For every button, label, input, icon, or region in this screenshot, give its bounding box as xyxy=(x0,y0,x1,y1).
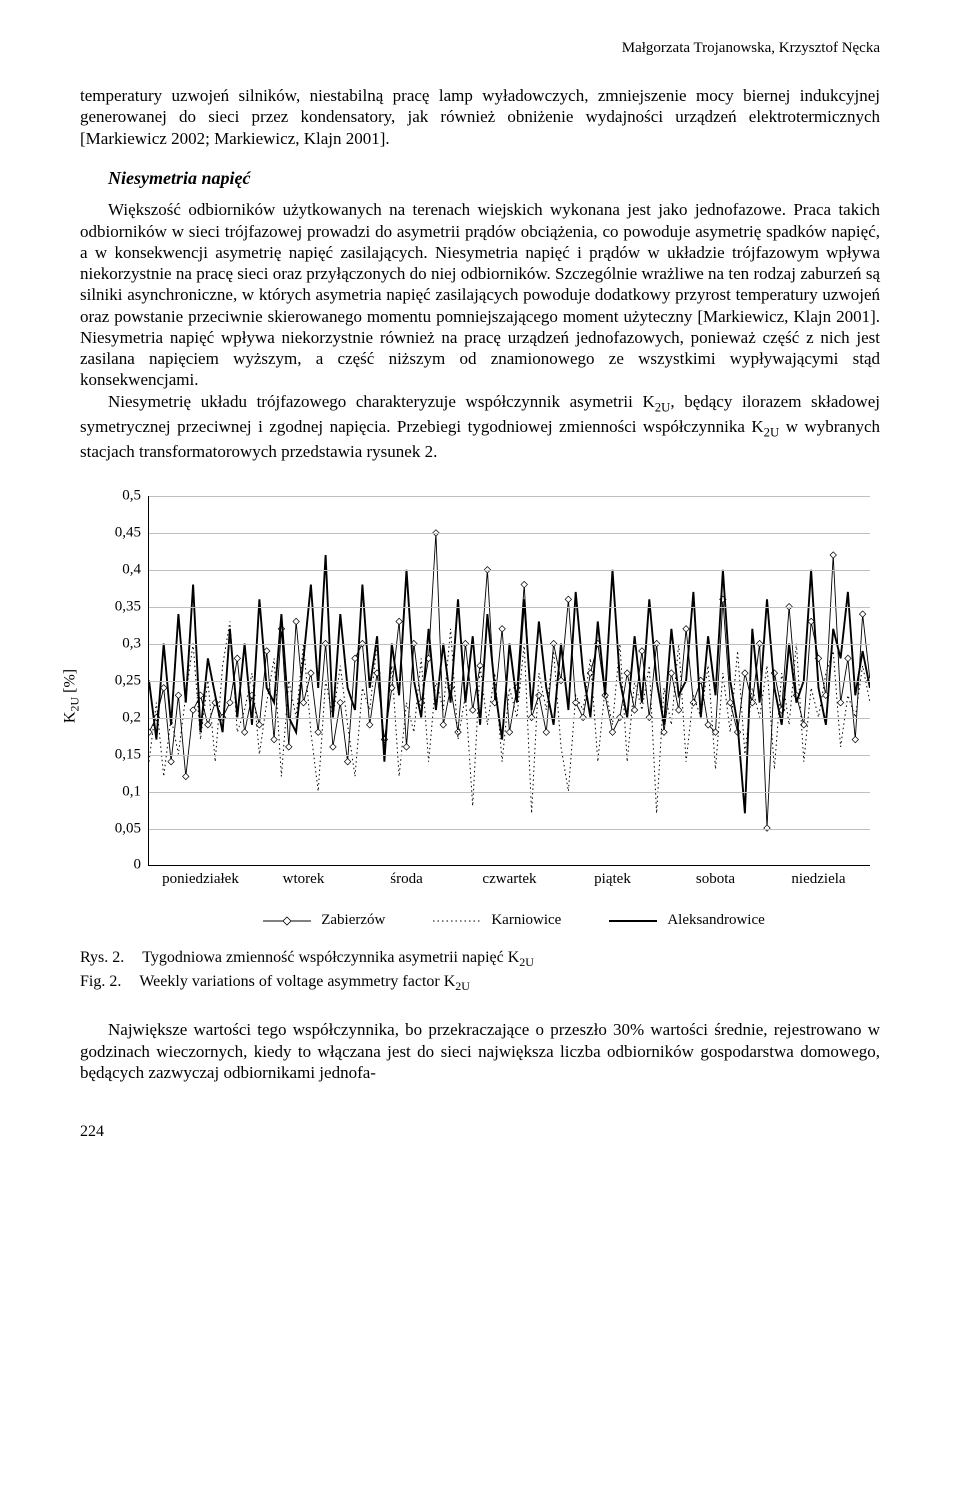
legend-sample-thin-marker xyxy=(263,914,311,928)
para-2b-pre: Niesymetrię układu trójfazowego charakte… xyxy=(108,392,655,411)
ytick-label: 0,4 xyxy=(122,562,149,579)
header-authors: Małgorzata Trojanowska, Krzysztof Nęcka xyxy=(80,40,880,57)
legend-item-karniowice: Karniowice xyxy=(433,912,561,929)
ytick-label: 0,3 xyxy=(122,636,149,653)
ytick-label: 0,2 xyxy=(122,709,149,726)
ytick-label: 0,05 xyxy=(115,820,149,837)
legend-sample-thick xyxy=(609,914,657,928)
caption-fig-text: Weekly variations of voltage asymmetry f… xyxy=(139,971,470,995)
xtick-label: niedziela xyxy=(791,865,845,888)
para-3: Największe wartości tego współczynnika, … xyxy=(80,1019,880,1083)
ytick-label: 0,5 xyxy=(122,488,149,505)
ytick-label: 0 xyxy=(134,857,150,874)
ytick-label: 0,25 xyxy=(115,672,149,689)
legend-item-zabierzow: Zabierzów xyxy=(263,912,385,929)
subscript-2u: 2U xyxy=(764,425,780,439)
chart: K2U [%] 00,050,10,150,20,250,30,350,40,4… xyxy=(80,486,880,929)
legend-sample-dotted xyxy=(433,914,481,928)
page-number: 224 xyxy=(80,1123,880,1141)
caption-fig-label: Fig. 2. xyxy=(80,971,121,995)
body-text: temperatury uzwojeń silników, niestabiln… xyxy=(80,85,880,462)
para-2a: Większość odbiorników użytkowanych na te… xyxy=(80,199,880,390)
legend-item-aleksandrowice: Aleksandrowice xyxy=(609,912,764,929)
chart-plot: 00,050,10,150,20,250,30,350,40,450,5poni… xyxy=(148,496,870,866)
chart-area: K2U [%] 00,050,10,150,20,250,30,350,40,4… xyxy=(80,486,880,906)
chart-ylabel: K2U [%] xyxy=(61,669,82,723)
para-intro: temperatury uzwojeń silników, niestabiln… xyxy=(80,85,880,149)
xtick-label: poniedziałek xyxy=(162,865,239,888)
xtick-label: czwartek xyxy=(482,865,536,888)
xtick-label: sobota xyxy=(696,865,735,888)
section-heading: Niesymetria napięć xyxy=(108,167,880,190)
chart-legend: Zabierzów Karniowice Aleksandrowice xyxy=(80,912,880,929)
legend-label: Aleksandrowice xyxy=(667,912,764,929)
legend-label: Karniowice xyxy=(491,912,561,929)
legend-label: Zabierzów xyxy=(321,912,385,929)
xtick-label: środa xyxy=(390,865,423,888)
subscript-2u: 2U xyxy=(655,400,671,414)
body-text-2: Największe wartości tego współczynnika, … xyxy=(80,1019,880,1083)
xtick-label: wtorek xyxy=(283,865,325,888)
ytick-label: 0,1 xyxy=(122,783,149,800)
ytick-label: 0,35 xyxy=(115,599,149,616)
ytick-label: 0,15 xyxy=(115,746,149,763)
ytick-label: 0,45 xyxy=(115,525,149,542)
xtick-label: piątek xyxy=(594,865,631,888)
para-2b: Niesymetrię układu trójfazowego charakte… xyxy=(80,391,880,463)
caption-rys-text: Tygodniowa zmienność współczynnika asyme… xyxy=(142,947,534,971)
page: Małgorzata Trojanowska, Krzysztof Nęcka … xyxy=(0,0,960,1181)
caption-rys-label: Rys. 2. xyxy=(80,947,124,971)
figure-caption: Rys. 2. Tygodniowa zmienność współczynni… xyxy=(80,947,880,995)
